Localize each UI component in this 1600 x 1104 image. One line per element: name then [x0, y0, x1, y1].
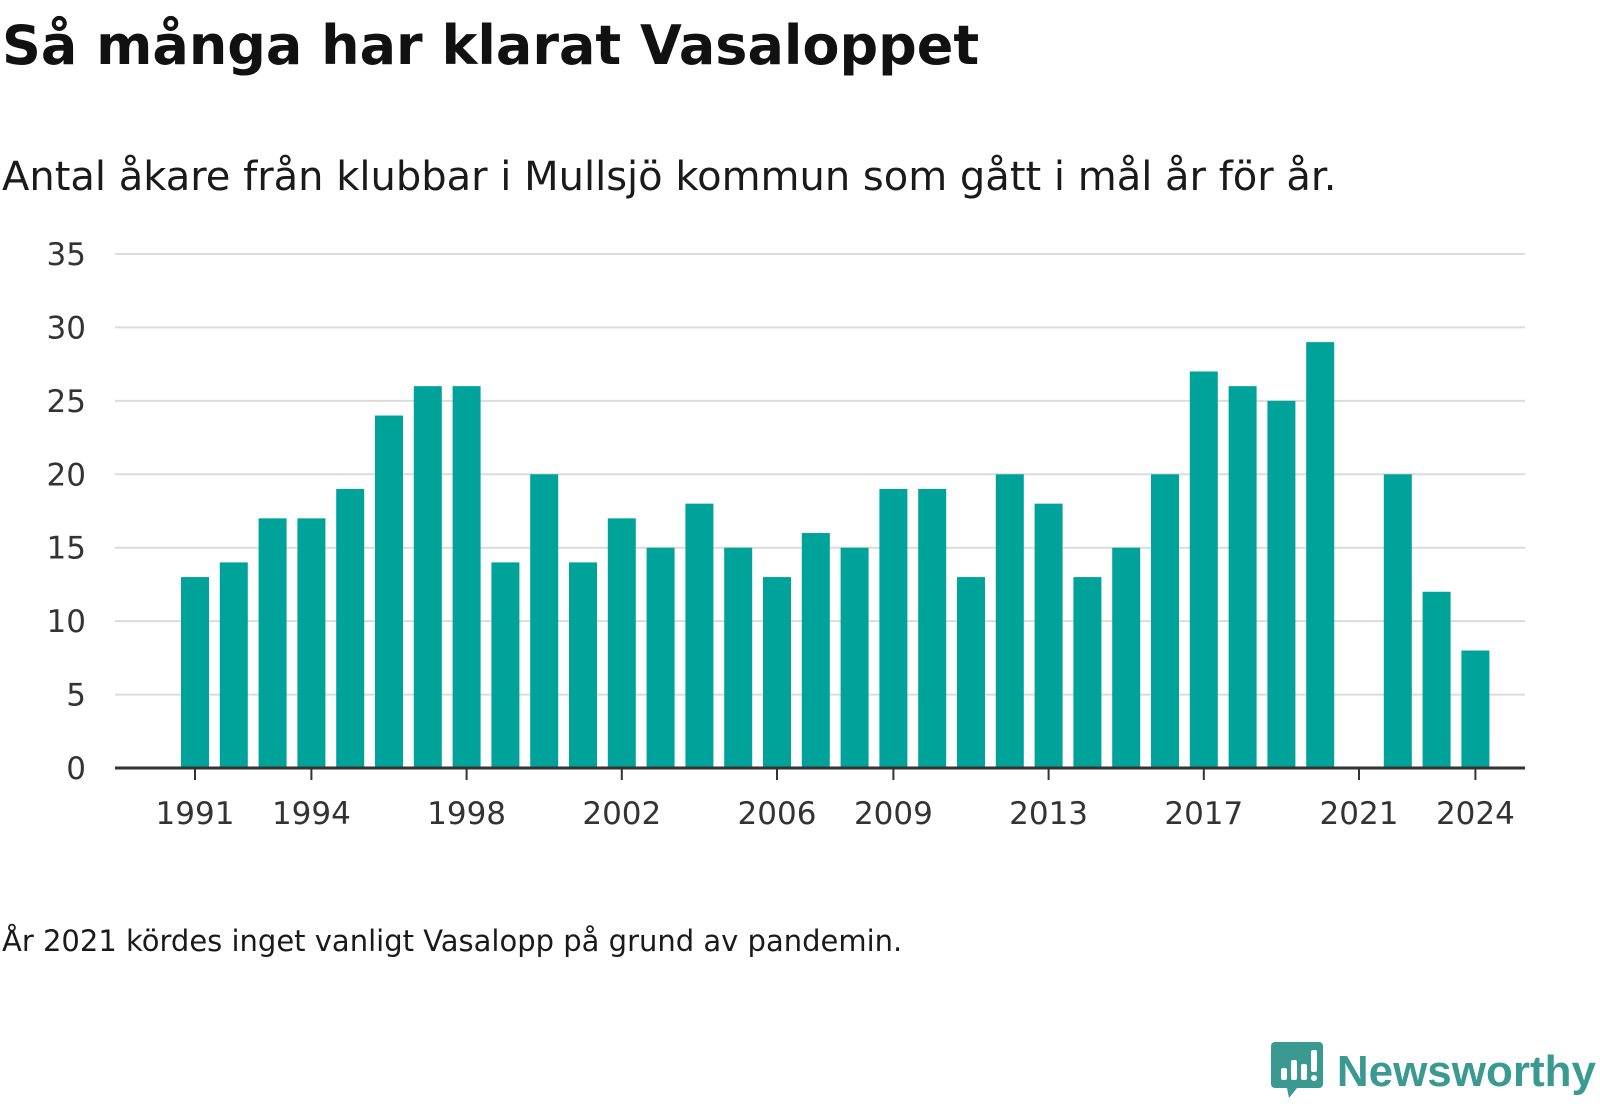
- brand-name: Newsworthy: [1336, 1047, 1596, 1096]
- chart-subtitle: Antal åkare från klubbar i Mullsjö kommu…: [2, 154, 1337, 200]
- x-tick-label: 1994: [272, 796, 351, 832]
- bar-2006: [763, 577, 791, 768]
- bar-1997: [413, 386, 442, 768]
- bar-2005: [724, 547, 753, 768]
- bar-2013: [1034, 503, 1063, 768]
- bar-2004: [685, 503, 714, 768]
- bar-2012: [995, 474, 1024, 768]
- bar-1994: [297, 518, 326, 768]
- y-tick-label: 30: [47, 310, 86, 346]
- bar-2019: [1267, 400, 1296, 768]
- bar-2007: [801, 533, 830, 768]
- bar-1991: [181, 577, 209, 768]
- bar-2023: [1422, 591, 1451, 768]
- bar-2008: [840, 547, 869, 768]
- x-tick-label: 2024: [1436, 796, 1515, 832]
- bar-2024: [1461, 650, 1490, 768]
- bar-2020: [1306, 342, 1335, 768]
- bar-2016: [1151, 474, 1179, 768]
- bar-1999: [491, 562, 520, 768]
- bar-2017: [1189, 371, 1218, 768]
- bar-2003: [646, 547, 675, 768]
- bar-2014: [1073, 577, 1102, 768]
- bar-2001: [569, 562, 597, 768]
- bar-2010: [918, 488, 947, 768]
- axes: 0 5 10 15 20 25 30 35 1991 1994 1998 2002 2006 2009 20…: [47, 237, 1525, 832]
- newsworthy-logo-icon: [1270, 1042, 1323, 1102]
- y-tick-label: 10: [47, 604, 86, 640]
- bar-1993: [258, 518, 287, 768]
- bars: [181, 342, 1490, 768]
- bar-1998: [452, 386, 481, 768]
- x-tick-label: 2006: [738, 796, 817, 832]
- bar-1996: [375, 415, 403, 768]
- x-tick-label: 2017: [1164, 796, 1243, 832]
- x-tick-label: 1998: [427, 796, 506, 832]
- y-tick-label: 35: [47, 237, 86, 273]
- bar-2022: [1383, 474, 1412, 768]
- y-tick-label: 5: [66, 678, 86, 714]
- bar-2015: [1112, 547, 1141, 768]
- bar-1992: [219, 562, 248, 768]
- bar-chart: 0 5 10 15 20 25 30 35 1991 1994 1998 2002 2006 2009 20…: [47, 237, 1525, 832]
- x-tick-label: 2002: [582, 796, 661, 832]
- bar-2011: [957, 577, 985, 768]
- chart-title: Så många har klarat Vasaloppet: [2, 14, 980, 77]
- y-tick-label: 0: [66, 751, 86, 787]
- bar-1995: [336, 488, 365, 768]
- x-tick-label: 2009: [854, 796, 933, 832]
- x-tick-label: 1991: [156, 796, 235, 832]
- bar-2018: [1228, 386, 1257, 768]
- x-tick-label: 2013: [1009, 796, 1088, 832]
- bar-2002: [607, 518, 636, 768]
- y-tick-label: 15: [47, 531, 86, 567]
- footnote: År 2021 kördes inget vanligt Vasalopp på…: [2, 924, 903, 958]
- bar-2009: [879, 488, 908, 768]
- brand-logo[interactable]: Newsworthy: [1270, 1040, 1596, 1104]
- x-tick-label: 2021: [1320, 796, 1399, 832]
- y-tick-label: 20: [47, 457, 86, 493]
- y-tick-label: 25: [47, 384, 86, 420]
- bar-2000: [530, 474, 559, 768]
